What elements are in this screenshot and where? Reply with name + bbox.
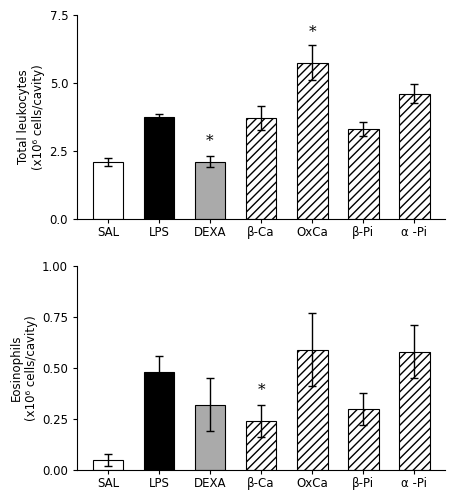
- Text: *: *: [308, 26, 316, 40]
- Bar: [144, 372, 174, 470]
- Bar: [246, 118, 277, 219]
- Y-axis label: Eosinophils
(x10⁶ cells/cavity): Eosinophils (x10⁶ cells/cavity): [10, 316, 38, 421]
- Bar: [195, 405, 225, 470]
- Bar: [348, 409, 379, 470]
- Bar: [399, 94, 430, 219]
- Bar: [92, 460, 123, 470]
- Bar: [144, 117, 174, 219]
- Y-axis label: Total leukocytes
(x10⁶ cells/cavity): Total leukocytes (x10⁶ cells/cavity): [17, 64, 46, 170]
- Text: *: *: [257, 382, 265, 396]
- Text: *: *: [206, 134, 214, 148]
- Bar: [246, 421, 277, 470]
- Bar: [92, 162, 123, 219]
- Bar: [297, 350, 328, 470]
- Bar: [195, 162, 225, 219]
- Bar: [348, 129, 379, 219]
- Bar: [297, 62, 328, 219]
- Bar: [399, 352, 430, 470]
